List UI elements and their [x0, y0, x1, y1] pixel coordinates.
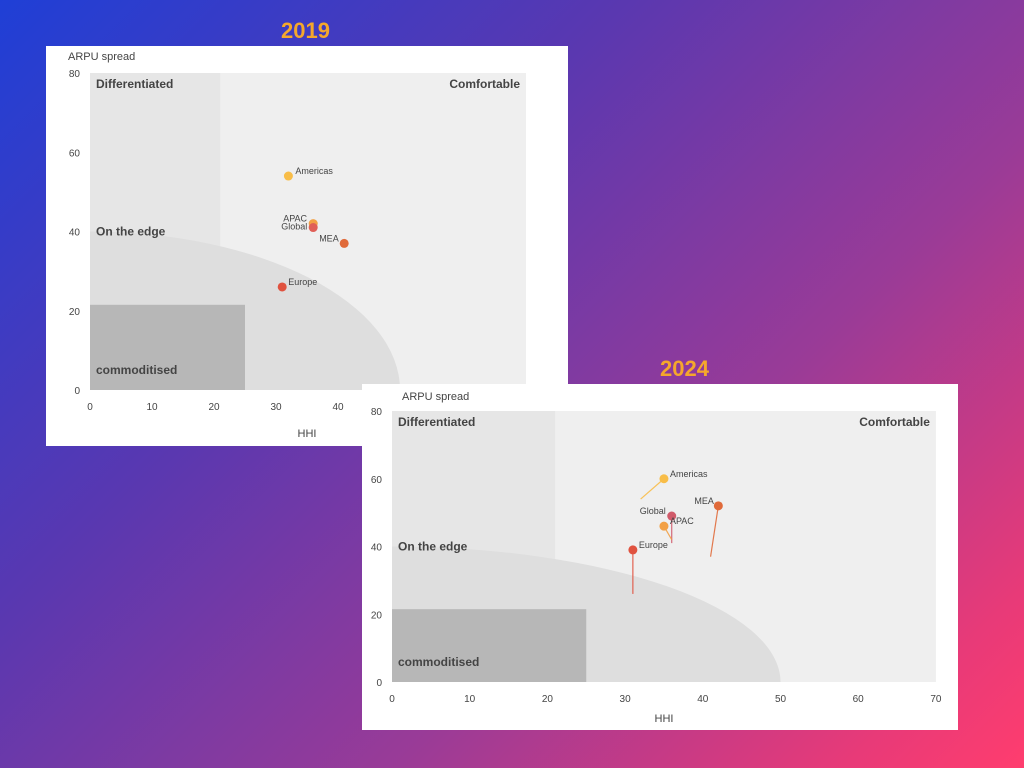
- y-tick-label: 60: [371, 475, 383, 486]
- movement-trail: [640, 478, 665, 500]
- commoditised-label: commoditised: [398, 655, 479, 669]
- data-point-americas: [283, 171, 293, 181]
- data-label-apac: APAC: [670, 516, 694, 526]
- year-2019-title: 2019: [281, 18, 330, 43]
- x-tick-label: 0: [389, 694, 395, 705]
- x-tick-label: 10: [146, 402, 158, 413]
- y-tick-label: 20: [69, 307, 81, 318]
- x-tick-label: 40: [332, 402, 344, 413]
- y-tick-label: 60: [69, 148, 81, 159]
- on-the-edge-label: On the edge: [398, 540, 468, 554]
- y-tick-label: 40: [371, 543, 383, 554]
- data-label-americas: Americas: [670, 469, 708, 479]
- data-point-apac: [659, 521, 669, 531]
- data-point-mea: [713, 501, 723, 511]
- x-tick-label: 60: [853, 694, 865, 705]
- x-tick-label: 30: [620, 694, 632, 705]
- x-tick-label: 40: [697, 694, 709, 705]
- chart-2019: Differentiated Comfortable On the edge comm…: [68, 51, 530, 440]
- x-axis-label: HHI: [298, 428, 317, 440]
- data-label-global: Global: [640, 506, 666, 516]
- chart-2024: Differentiated Comfortable On the edge comm…: [371, 391, 942, 725]
- data-label-americas: Americas: [295, 166, 333, 176]
- data-point-global: [667, 511, 677, 521]
- data-point-americas: [659, 474, 669, 484]
- data-point-global: [308, 223, 318, 233]
- data-point-europe: [277, 282, 287, 292]
- x-tick-label: 70: [930, 694, 942, 705]
- y-tick-label: 0: [74, 386, 80, 397]
- data-label-mea: MEA: [319, 233, 339, 243]
- y-tick-label: 80: [371, 407, 383, 418]
- y-tick-label: 20: [371, 610, 383, 621]
- chart-2024-panel: Differentiated Comfortable On the edge comm…: [362, 384, 958, 730]
- differentiated-label: Differentiated: [96, 77, 173, 91]
- x-axis-label: HHI: [655, 713, 674, 725]
- x-tick-label: 10: [464, 694, 476, 705]
- x-tick-label: 0: [87, 402, 93, 413]
- x-tick-label: 20: [208, 402, 220, 413]
- y-axis-label: ARPU spread: [68, 51, 135, 63]
- data-label-apac: APAC: [283, 214, 307, 224]
- commoditised-region: [90, 304, 245, 390]
- data-label-europe: Europe: [288, 277, 317, 287]
- commoditised-label: commoditised: [96, 363, 177, 377]
- y-tick-label: 40: [69, 228, 81, 239]
- movement-trail: [709, 505, 719, 557]
- data-label-mea: MEA: [694, 496, 714, 506]
- y-tick-label: 80: [69, 69, 81, 80]
- year-2024-title: 2024: [660, 356, 709, 381]
- y-axis-label: ARPU spread: [402, 391, 469, 403]
- data-label-europe: Europe: [639, 540, 668, 550]
- x-tick-label: 50: [775, 694, 787, 705]
- differentiated-label: Differentiated: [398, 415, 475, 429]
- data-point-europe: [628, 545, 638, 555]
- data-label-global: Global: [281, 222, 307, 232]
- comfortable-label: Comfortable: [449, 77, 520, 91]
- commoditised-region: [392, 609, 587, 682]
- chart-2019-panel: Differentiated Comfortable On the edge comm…: [46, 46, 568, 446]
- comfortable-label: Comfortable: [859, 415, 930, 429]
- x-tick-label: 30: [270, 402, 282, 413]
- x-tick-label: 20: [542, 694, 554, 705]
- on-the-edge-label: On the edge: [96, 225, 166, 239]
- data-point-mea: [339, 238, 349, 248]
- y-tick-label: 0: [376, 678, 382, 689]
